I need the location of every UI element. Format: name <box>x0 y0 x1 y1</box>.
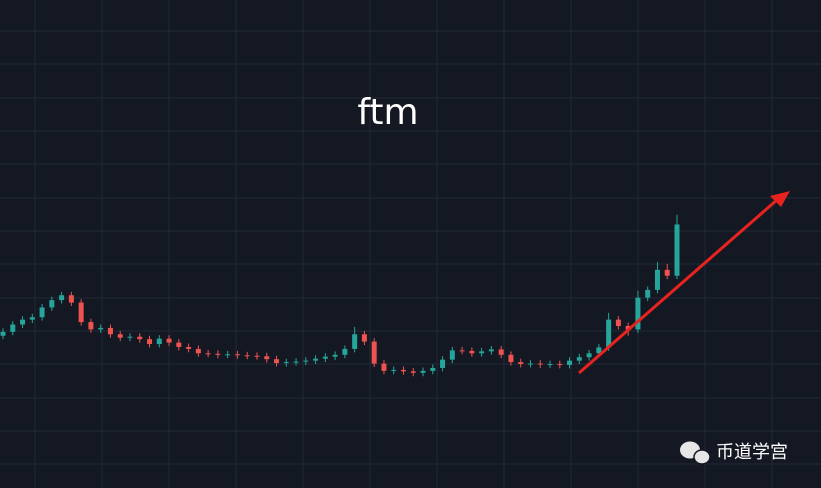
candle-body <box>391 369 397 371</box>
candle-body <box>332 354 338 357</box>
candle-body <box>283 362 289 364</box>
arrow-head <box>770 191 790 207</box>
candle-body <box>98 327 104 330</box>
arrow-line <box>578 197 779 375</box>
chart-title: ftm <box>357 92 418 133</box>
watermark-text: 币道学宫 <box>716 442 788 463</box>
watermark: 币道学宫 <box>680 441 788 465</box>
candle-body <box>381 363 387 371</box>
candle-body <box>244 355 250 357</box>
candle-body <box>195 348 201 354</box>
candle-body <box>459 350 465 352</box>
candle-body <box>664 269 670 276</box>
candle-body <box>625 325 631 330</box>
candle-body <box>596 347 602 354</box>
candle-body <box>449 350 455 360</box>
candle-body <box>293 361 299 363</box>
candle-body <box>537 363 543 365</box>
candle-body <box>615 319 621 326</box>
candle-body <box>518 362 524 365</box>
candle-body <box>430 367 436 371</box>
candles <box>0 214 680 377</box>
candle-body <box>59 295 65 301</box>
candle-body <box>586 353 592 358</box>
candle-body <box>0 331 6 336</box>
candle-body <box>117 334 123 338</box>
candle-body <box>645 289 651 298</box>
candle-body <box>469 350 475 354</box>
candle-body <box>342 348 348 355</box>
candle-body <box>49 300 55 308</box>
candle-body <box>147 339 153 345</box>
candle-body <box>186 346 192 349</box>
candle-body <box>215 353 221 355</box>
candle-body <box>508 354 514 363</box>
candle-body <box>254 355 260 357</box>
candle-body <box>10 324 16 332</box>
candle-body <box>127 336 133 338</box>
candle-body <box>361 334 367 342</box>
candle-body <box>488 349 494 352</box>
wechat-icon <box>693 449 711 465</box>
candle-body <box>166 338 172 343</box>
candle-body <box>156 338 162 345</box>
candle-body <box>68 295 74 303</box>
trend-arrow <box>578 191 790 375</box>
candle-body <box>674 224 680 276</box>
candle-body <box>557 364 563 366</box>
candle-body <box>107 327 113 335</box>
candle-body <box>352 334 358 349</box>
candle-body <box>567 360 573 366</box>
candle-body <box>547 364 553 366</box>
candle-body <box>20 319 26 325</box>
candle-body <box>303 360 309 362</box>
candle-body <box>176 342 182 347</box>
candle-body <box>371 341 377 364</box>
candle-body <box>420 370 426 373</box>
candle-body <box>654 269 660 290</box>
candle-body <box>606 319 612 348</box>
candle-body <box>635 297 641 330</box>
candle-body <box>322 356 328 359</box>
candle-body <box>264 356 270 360</box>
candle-body <box>205 353 211 355</box>
candle-body <box>274 359 280 364</box>
candle-body <box>313 358 319 361</box>
candle-body <box>440 359 446 368</box>
candle-body <box>88 322 94 330</box>
candle-body <box>225 354 231 356</box>
candle-body <box>527 363 533 365</box>
candle-body <box>78 302 84 323</box>
candle-body <box>39 307 45 318</box>
candle-body <box>234 354 240 356</box>
candle-body <box>498 349 504 355</box>
candle-body <box>137 336 143 340</box>
candle-body <box>576 357 582 361</box>
candle-body <box>29 317 35 320</box>
candle-body <box>400 369 406 372</box>
candle-body <box>479 351 485 354</box>
candle-body <box>410 371 416 373</box>
